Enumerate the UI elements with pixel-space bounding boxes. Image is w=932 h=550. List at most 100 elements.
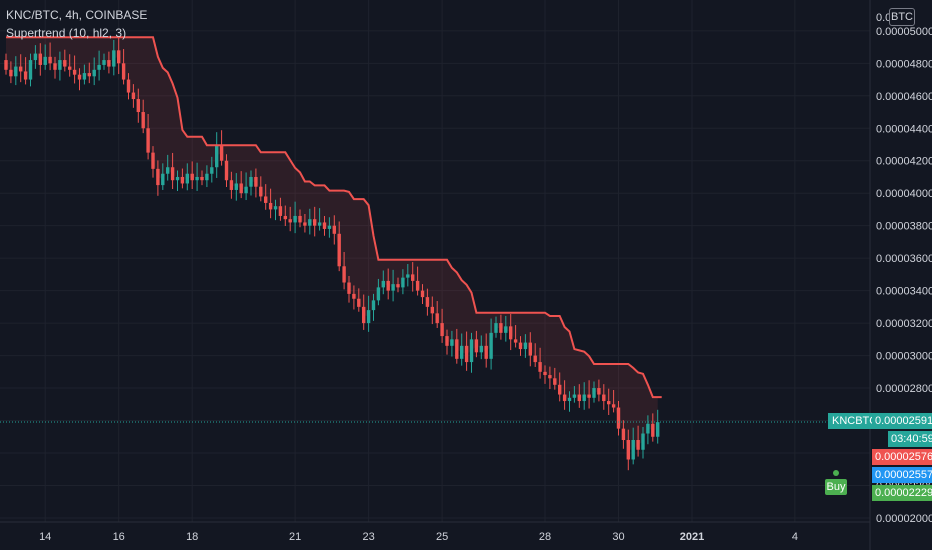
buy-level-tag: 0.00002229 bbox=[872, 485, 932, 501]
chart-grid bbox=[0, 0, 870, 522]
candle-down bbox=[543, 371, 547, 376]
candle-down bbox=[53, 63, 57, 70]
candle-up bbox=[244, 186, 248, 194]
candle-down bbox=[254, 176, 258, 187]
candle-down bbox=[337, 233, 341, 267]
candle-down bbox=[577, 394, 581, 402]
candle-down bbox=[445, 336, 449, 346]
candle-down bbox=[362, 306, 366, 324]
candle-down bbox=[474, 339, 479, 353]
time-tick-label: 18 bbox=[186, 531, 198, 543]
candle-up bbox=[582, 394, 586, 402]
candle-down bbox=[224, 160, 229, 181]
candle-up bbox=[646, 423, 650, 434]
candle-down bbox=[136, 99, 140, 113]
candle-down bbox=[548, 375, 552, 379]
candle-up bbox=[567, 397, 572, 402]
indicator-title[interactable]: Supertrend (10, hl2, 3) bbox=[6, 26, 127, 40]
price-tick-label-partial: 0.0 bbox=[876, 12, 891, 24]
price-tick-label: 0.00003400 bbox=[876, 286, 932, 298]
candle-up bbox=[631, 440, 635, 460]
candle-up bbox=[479, 345, 483, 353]
candle-down bbox=[538, 362, 542, 372]
candle-up bbox=[406, 274, 410, 278]
candle-down bbox=[562, 394, 567, 402]
candle-down bbox=[283, 215, 287, 220]
price-axis[interactable]: 0.000020000.000022000.000024000.00002600… bbox=[876, 12, 932, 525]
candle-up bbox=[205, 173, 209, 181]
candle-down bbox=[651, 423, 655, 437]
candle-up bbox=[656, 422, 660, 437]
price-tick-label: 0.00003800 bbox=[876, 221, 932, 233]
candle-down bbox=[626, 440, 630, 460]
candle-down bbox=[146, 128, 150, 153]
price-tick-label: 0.00003200 bbox=[876, 318, 932, 330]
candle-down bbox=[23, 71, 28, 80]
candle-up bbox=[366, 310, 371, 324]
chart-legend: KNC/BTC, 4h, COINBASE Supertrend (10, hl… bbox=[6, 6, 147, 42]
candle-down bbox=[38, 53, 42, 65]
candle-down bbox=[264, 196, 268, 203]
candle-down bbox=[597, 388, 601, 395]
candle-down bbox=[484, 345, 488, 359]
supertrend-line bbox=[6, 36, 662, 399]
candle-down bbox=[141, 112, 145, 129]
candle-up bbox=[592, 388, 596, 398]
price-tick-label: 0.00004000 bbox=[876, 188, 932, 200]
candle-down bbox=[313, 219, 317, 226]
currency-button[interactable]: BTC bbox=[889, 8, 915, 26]
supertrend-fill bbox=[6, 37, 658, 450]
candle-up bbox=[210, 167, 214, 174]
candle-down bbox=[499, 323, 503, 333]
candle-down bbox=[200, 176, 204, 181]
candle-down bbox=[259, 186, 263, 197]
candle-down bbox=[621, 428, 626, 441]
price-tick-label: 0.00005000 bbox=[876, 26, 932, 38]
candle-down bbox=[19, 66, 23, 72]
candle-up bbox=[215, 144, 219, 168]
candle-up bbox=[28, 60, 33, 80]
candle-up bbox=[494, 323, 498, 333]
candle-down bbox=[126, 79, 131, 93]
candle-up bbox=[43, 56, 47, 65]
candle-down bbox=[48, 56, 52, 64]
time-axis[interactable]: 14 16 18 21 23 25 28 30 2021 4 bbox=[39, 531, 798, 543]
candle-up bbox=[317, 222, 322, 226]
buy-signal-label: Buy bbox=[825, 479, 847, 495]
candle-down bbox=[430, 306, 434, 314]
blue-level-tag: 0.00002557 bbox=[872, 467, 932, 483]
countdown-tag: 03:40:59 bbox=[888, 431, 932, 447]
candle-up bbox=[82, 73, 87, 80]
symbol-title[interactable]: KNC/BTC, 4h, COINBASE bbox=[6, 8, 148, 22]
candle-down bbox=[303, 222, 307, 226]
candle-down bbox=[396, 284, 400, 288]
candle-down bbox=[533, 355, 537, 363]
candle-down bbox=[528, 342, 532, 356]
candle-up bbox=[161, 173, 165, 186]
candle-down bbox=[107, 60, 111, 67]
candle-down bbox=[513, 339, 518, 343]
candle-down bbox=[342, 266, 346, 283]
candle-down bbox=[411, 274, 415, 281]
candle-down bbox=[72, 69, 77, 75]
candle-up bbox=[371, 300, 376, 311]
candle-down bbox=[229, 180, 234, 190]
candle-up bbox=[97, 64, 101, 70]
candle-down bbox=[636, 440, 640, 450]
candle-down bbox=[170, 167, 175, 181]
buy-signal-dot bbox=[833, 470, 839, 476]
candle-up bbox=[641, 433, 645, 450]
candle-down bbox=[180, 176, 185, 184]
time-tick-label: 30 bbox=[612, 531, 624, 543]
candle-down bbox=[440, 323, 444, 337]
price-tick-label: 0.00002800 bbox=[876, 383, 932, 395]
candle-down bbox=[117, 50, 121, 64]
candle-up bbox=[401, 277, 405, 288]
candle-down bbox=[386, 280, 390, 291]
candle-up bbox=[293, 215, 297, 223]
candle-down bbox=[156, 168, 160, 186]
candle-up bbox=[391, 284, 395, 291]
candle-up bbox=[469, 339, 474, 363]
candle-up bbox=[504, 326, 508, 333]
